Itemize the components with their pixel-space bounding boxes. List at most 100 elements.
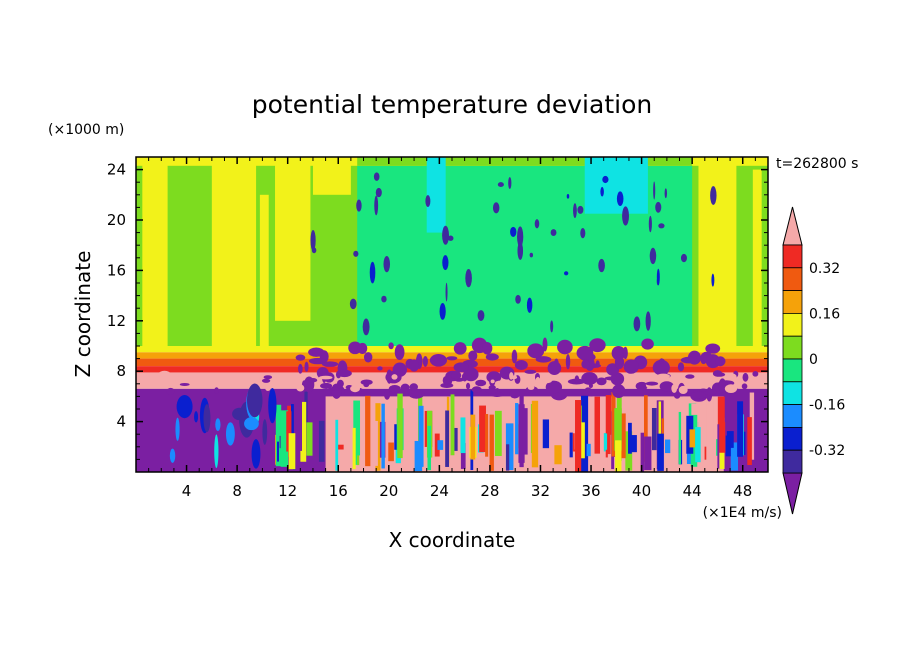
plume-cell xyxy=(680,356,698,364)
filament-cell xyxy=(710,186,717,205)
upper-layer-cell xyxy=(357,157,693,166)
colorbar-extend-top xyxy=(782,206,803,246)
filament-cell xyxy=(362,318,370,336)
filament-cell xyxy=(550,229,557,237)
convective-cell xyxy=(611,392,616,457)
convective-cell xyxy=(352,427,356,470)
plume-cell xyxy=(442,375,450,385)
y-tick-label: 8 xyxy=(116,362,126,380)
filament-cell xyxy=(439,303,446,320)
plume-cell xyxy=(677,362,685,372)
plume-cell xyxy=(685,374,695,379)
upper-layer-cell xyxy=(211,157,257,346)
plume-cell xyxy=(429,354,448,367)
filament-cell xyxy=(602,175,609,184)
convective-cell xyxy=(747,417,752,466)
plume-cell xyxy=(678,385,688,395)
convective-cell xyxy=(365,395,371,467)
plume-cell xyxy=(705,343,721,354)
upper-layer-cell xyxy=(259,194,269,346)
filament-cell xyxy=(497,182,504,188)
convective-cell xyxy=(434,433,440,457)
plume-cell xyxy=(179,382,190,386)
plume-cell xyxy=(392,362,408,377)
convective-cell xyxy=(657,433,664,471)
filament-cell xyxy=(633,316,641,332)
convective-cell xyxy=(479,405,486,453)
plume-cell xyxy=(408,389,425,399)
plume-cell xyxy=(388,384,401,393)
plume-cell xyxy=(450,371,462,380)
convective-cell xyxy=(717,424,720,469)
plume-cell xyxy=(319,375,333,380)
filament-cell xyxy=(515,294,521,304)
plume-cell xyxy=(527,343,545,359)
upper-layer-cell xyxy=(698,157,737,346)
plume-cell xyxy=(296,384,305,392)
convective-cell xyxy=(522,408,528,455)
plume-cell xyxy=(391,374,398,380)
convective-cell xyxy=(640,432,645,472)
plume-cell xyxy=(610,372,625,386)
filament-cell xyxy=(648,215,652,233)
plume-cell xyxy=(712,370,723,377)
plume-cell xyxy=(589,338,606,353)
convective-cell xyxy=(644,436,652,471)
filament-cell xyxy=(369,261,376,284)
filament-cell xyxy=(477,310,485,321)
filament-cell xyxy=(465,268,472,288)
x-tick-label: 24 xyxy=(430,482,449,500)
filament-cell xyxy=(529,252,534,258)
plume-cell xyxy=(565,354,571,370)
filament-cell xyxy=(383,255,391,273)
time-label: t=262800 s xyxy=(776,156,858,172)
filament-cell xyxy=(356,199,362,212)
plume-cell xyxy=(485,388,498,394)
filament-cell xyxy=(656,268,660,286)
convective-cell xyxy=(275,404,282,467)
convective-cell xyxy=(251,439,261,469)
plume-cell xyxy=(509,389,521,399)
y-tick-label: 4 xyxy=(116,413,126,431)
plume-cell xyxy=(461,373,468,382)
convective-cell xyxy=(214,434,219,468)
plume-cell xyxy=(485,353,499,361)
convective-cell xyxy=(494,410,502,456)
convective-cell xyxy=(194,411,199,423)
colorbar-segment xyxy=(782,312,803,337)
plume-cell xyxy=(481,341,493,355)
layer-band xyxy=(136,366,768,373)
filament-cell xyxy=(526,297,533,313)
plume-cell xyxy=(321,361,339,367)
colorbar-segment xyxy=(782,381,803,405)
filament-cell xyxy=(381,295,387,303)
plume-cell xyxy=(308,347,325,357)
convective-cell xyxy=(470,414,476,460)
x-tick-label: 8 xyxy=(232,482,242,500)
filament-cell xyxy=(664,188,668,199)
convective-cell xyxy=(244,417,259,431)
plume-cell xyxy=(360,379,373,386)
y-tick-label: 16 xyxy=(107,261,126,279)
convective-cell xyxy=(414,440,423,472)
convective-cell xyxy=(542,419,550,449)
convective-cell xyxy=(337,444,344,450)
plume-cell xyxy=(400,383,410,392)
convective-cell xyxy=(175,417,180,441)
colorbar-segment xyxy=(782,290,803,314)
convective-cell xyxy=(300,397,303,451)
filament-cell xyxy=(374,195,379,216)
y-axis: 4 8 12 16 20 24 xyxy=(107,161,768,460)
plume-cell xyxy=(581,359,590,369)
convective-cell xyxy=(290,404,294,453)
convective-cell xyxy=(594,396,601,454)
plume-cell xyxy=(535,376,541,386)
plume-cell xyxy=(671,384,678,393)
x-tick-label: 28 xyxy=(480,482,499,500)
convective-cell xyxy=(749,392,755,460)
convective-cell xyxy=(203,404,211,433)
plume-cell xyxy=(261,378,271,383)
convective-cell xyxy=(605,433,609,450)
y-axis-label: Z coordinate xyxy=(71,251,95,378)
